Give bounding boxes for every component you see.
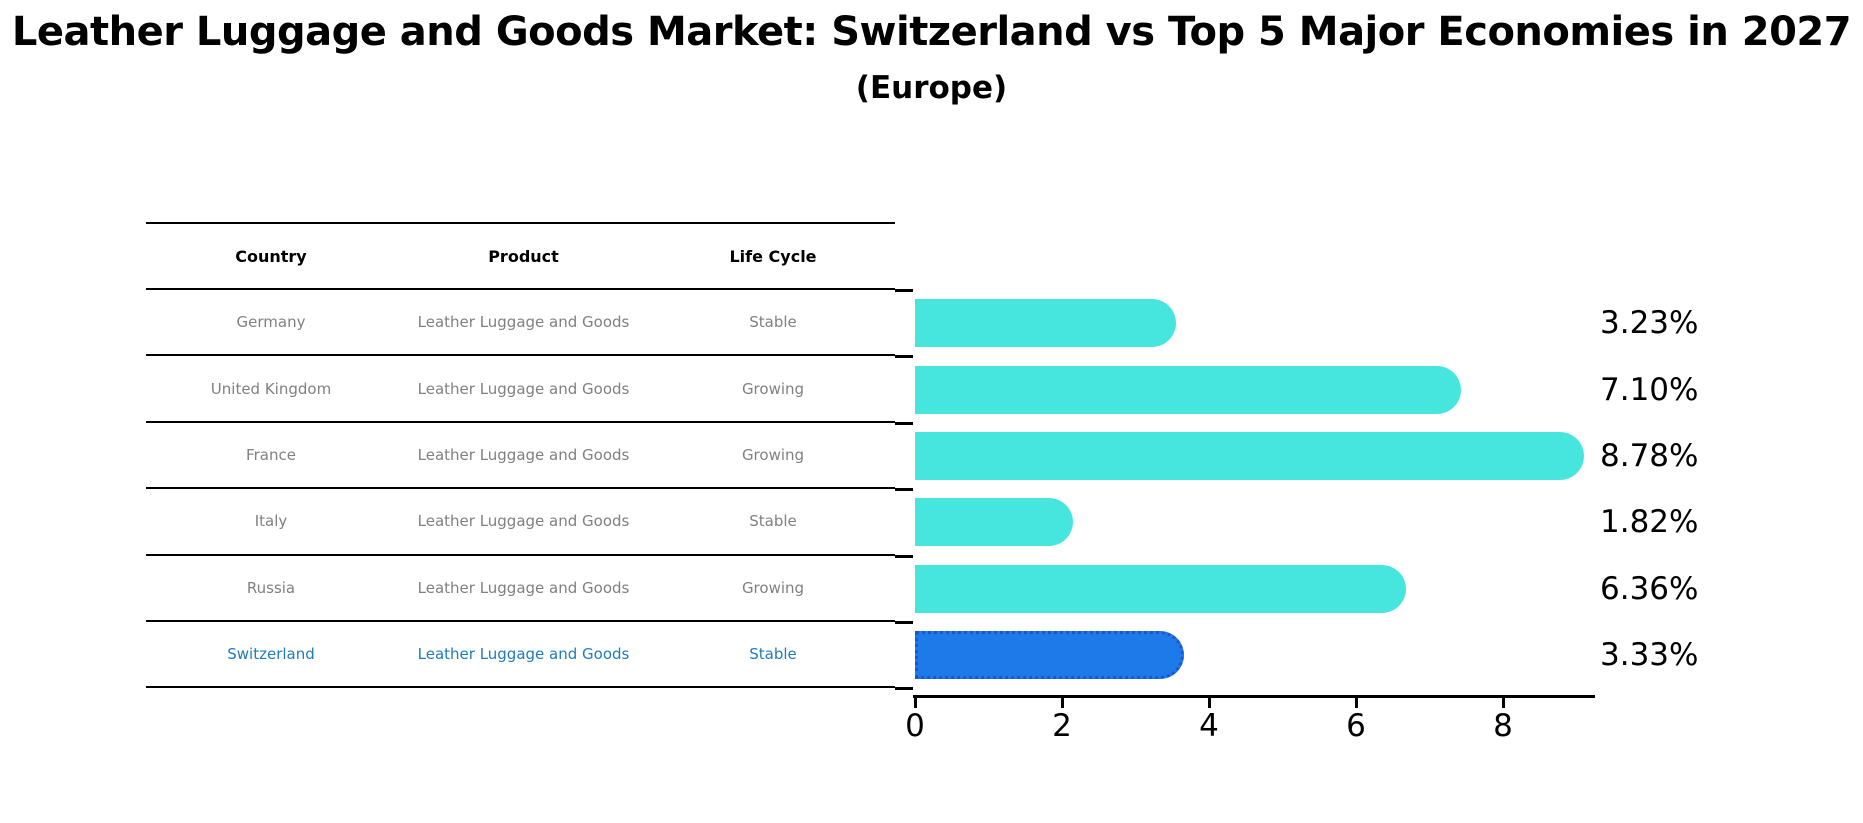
cell-product: Leather Luggage and Goods [417, 445, 630, 464]
bar-switzerland [915, 631, 1184, 680]
y-axis-tick [895, 621, 913, 624]
cell-country: United Kingdom [210, 379, 332, 398]
cell-product: Leather Luggage and Goods [417, 313, 630, 332]
value-label-switzerland: 3.33% [1600, 637, 1699, 674]
bar-united-kingdom [915, 365, 1461, 414]
cell-country: Russia [246, 578, 296, 597]
column-header-country: Country [235, 246, 307, 266]
column-header-product: Product [488, 246, 559, 266]
value-label-france: 8.78% [1600, 438, 1699, 474]
table-row-united-kingdom: United Kingdom Leather Luggage and Goods… [146, 356, 895, 423]
y-axis-tick [895, 687, 913, 691]
cell-life-cycle: Growing [741, 578, 805, 597]
cell-product: Leather Luggage and Goods [417, 578, 630, 597]
cell-product: Leather Luggage and Goods [417, 512, 630, 531]
cell-life-cycle: Growing [741, 445, 805, 464]
bar-france [915, 432, 1585, 480]
cell-life-cycle: Stable [749, 512, 797, 531]
table-row-russia: Russia Leather Luggage and Goods Growing [146, 556, 895, 622]
chart-title: Leather Luggage and Goods Market: Switze… [11, 9, 1852, 55]
cell-country: Germany [236, 313, 306, 332]
cell-life-cycle: Growing [741, 379, 805, 398]
value-label-germany: 3.23% [1600, 305, 1699, 342]
chart-subtitle: (Europe) [855, 70, 1008, 106]
cell-country: France [246, 445, 296, 464]
cell-country: Italy [254, 512, 288, 531]
y-axis-tick [895, 488, 913, 492]
x-axis-tick [1208, 695, 1211, 708]
x-axis-tick [914, 695, 917, 708]
bar-italy [915, 498, 1073, 547]
value-label-italy: 1.82% [1600, 504, 1699, 541]
value-label-united-kingdom: 7.10% [1600, 371, 1699, 408]
table-row-germany: Germany Leather Luggage and Goods Stable [146, 290, 895, 357]
table-row-france: France Leather Luggage and Goods Growing [146, 423, 895, 490]
column-header-life-cycle: Life Cycle [729, 246, 817, 266]
x-axis-tick-label: 0 [905, 708, 925, 744]
y-axis-tick [895, 355, 913, 359]
x-axis-tick [1061, 695, 1064, 708]
value-label-russia: 6.36% [1600, 570, 1699, 607]
x-axis-tick [1355, 695, 1358, 708]
bar-germany [915, 299, 1177, 348]
cell-product: Leather Luggage and Goods [417, 645, 630, 664]
cell-life-cycle: Stable [749, 645, 797, 664]
x-axis-tick-label: 6 [1346, 708, 1366, 744]
x-axis-tick-label: 8 [1493, 708, 1513, 744]
y-axis-tick [895, 289, 913, 292]
x-axis-tick-label: 2 [1052, 708, 1072, 744]
table-row-italy: Italy Leather Luggage and Goods Stable [146, 489, 895, 556]
y-axis-tick [895, 421, 913, 425]
x-axis-tick-label: 4 [1199, 708, 1219, 744]
table-header-row: Country Product Life Cycle [146, 224, 895, 290]
table-row-switzerland: Switzerland Leather Luggage and Goods St… [146, 622, 895, 689]
country-table: Country Product Life Cycle Germany Leath… [146, 222, 895, 689]
x-axis-line [913, 695, 1595, 698]
y-axis-tick [895, 554, 913, 558]
x-axis-tick [1502, 695, 1505, 708]
cell-life-cycle: Stable [749, 313, 797, 332]
cell-product: Leather Luggage and Goods [417, 379, 630, 398]
bar-russia [915, 564, 1407, 613]
cell-country: Switzerland [227, 645, 315, 664]
